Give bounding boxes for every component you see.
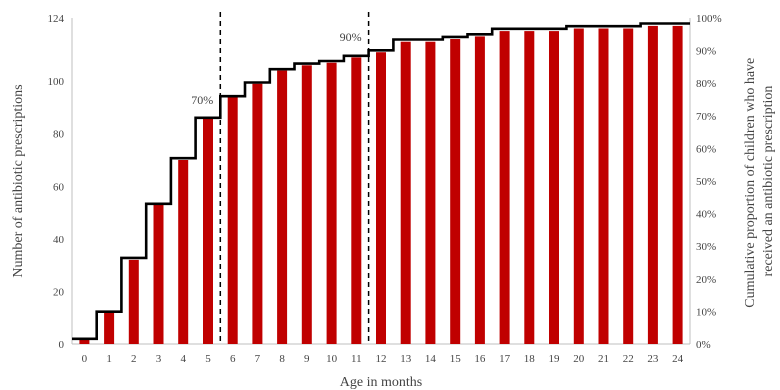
bar-18 — [524, 31, 535, 344]
x-axis-title: Age in months — [340, 375, 422, 390]
y2-tick-60: 60% — [696, 143, 716, 155]
x-tick-10: 10 — [326, 353, 338, 365]
bar-1 — [104, 312, 115, 344]
y2-tick-0: 0% — [696, 339, 711, 351]
bar-13 — [400, 41, 411, 344]
x-tick-6: 6 — [230, 353, 236, 365]
y-axis-title-left: Number of antibiotic prescriptions — [11, 84, 26, 277]
y2-tick-50: 50% — [696, 176, 716, 188]
bar-8 — [277, 70, 288, 344]
bar-22 — [623, 28, 634, 344]
y2-tick-20: 20% — [696, 274, 716, 286]
bar-21 — [598, 28, 609, 344]
y-axis-title-right: Cumulative proportion of children who ha… — [743, 54, 776, 308]
bar-5 — [203, 117, 213, 345]
x-tick-24: 24 — [672, 353, 684, 365]
bar-14 — [425, 41, 436, 344]
x-tick-15: 15 — [450, 353, 462, 365]
x-tick-3: 3 — [156, 353, 162, 365]
bar-4 — [178, 160, 189, 344]
x-tick-9: 9 — [304, 353, 310, 365]
y-tick-100: 100 — [48, 76, 65, 88]
x-tick-22: 22 — [623, 353, 634, 365]
bar-19 — [549, 31, 559, 344]
y-tick-20: 20 — [53, 286, 65, 298]
x-tick-11: 11 — [351, 353, 362, 365]
x-tick-16: 16 — [474, 353, 486, 365]
cumulative-series — [72, 22, 690, 341]
x-tick-12: 12 — [376, 353, 387, 365]
x-tick-21: 21 — [598, 353, 609, 365]
x-tick-2: 2 — [131, 353, 137, 365]
x-tick-19: 19 — [549, 353, 561, 365]
x-tick-17: 17 — [499, 353, 511, 365]
bar-24 — [672, 25, 683, 345]
x-tick-7: 7 — [255, 353, 261, 365]
x-tick-13: 13 — [400, 353, 412, 365]
reference-label-0: 70% — [191, 93, 213, 107]
y2-tick-30: 30% — [696, 241, 716, 253]
bar-6 — [227, 96, 238, 345]
y2-tick-70: 70% — [696, 111, 716, 123]
bar-2 — [128, 259, 139, 344]
bar-11 — [351, 57, 362, 345]
bar-12 — [376, 52, 386, 344]
x-tick-4: 4 — [180, 353, 186, 365]
bar-20 — [573, 28, 584, 344]
bar-16 — [474, 36, 485, 345]
cumulative-step-line — [72, 22, 690, 341]
y-tick-124: 124 — [48, 13, 65, 25]
y2-tick-90: 90% — [696, 46, 716, 58]
y-tick-labels-right: 0% 10% 20% 30% 40% 50% 60% 70% 80% 90% 100% — [696, 13, 722, 351]
y2-tick-100: 100% — [696, 13, 722, 25]
y-tick-60: 60 — [53, 181, 65, 193]
bar-15 — [450, 39, 461, 344]
x-tick-1: 1 — [106, 353, 112, 365]
y-tick-labels-left: 0 20 40 60 80 100 124 — [48, 13, 65, 351]
x-tick-5: 5 — [205, 353, 211, 365]
y-axis-title-right-line-1: Cumulative proportion of children who ha… — [743, 58, 758, 308]
x-tick-18: 18 — [524, 353, 536, 365]
bar-17 — [499, 31, 510, 344]
x-tick-labels: 0 1 2 3 4 5 6 7 8 9 10 11 12 13 14 15 16 17 18 19 20 21 22 23 24 — [82, 353, 684, 365]
y-tick-80: 80 — [53, 129, 65, 141]
bar-10 — [326, 62, 337, 344]
reference-label-1: 90% — [340, 30, 362, 44]
y-tick-0: 0 — [59, 339, 65, 351]
reference-lines: 70% 90% — [191, 12, 370, 344]
x-tick-14: 14 — [425, 353, 437, 365]
bar-7 — [252, 83, 263, 344]
y-axis-title-right-line-2: received an antibiotic prescription — [761, 86, 776, 277]
bar-0 — [79, 338, 90, 344]
y2-tick-80: 80% — [696, 78, 716, 90]
bar-9 — [301, 65, 312, 345]
x-tick-0: 0 — [82, 353, 88, 365]
y2-tick-40: 40% — [696, 209, 716, 221]
bar-23 — [647, 25, 658, 345]
x-tick-23: 23 — [647, 353, 659, 365]
x-tick-20: 20 — [573, 353, 585, 365]
bar-3 — [153, 204, 164, 344]
bar-series — [79, 25, 683, 345]
x-tick-8: 8 — [279, 353, 285, 365]
y2-tick-10: 10% — [696, 306, 716, 318]
y-tick-40: 40 — [53, 234, 65, 246]
